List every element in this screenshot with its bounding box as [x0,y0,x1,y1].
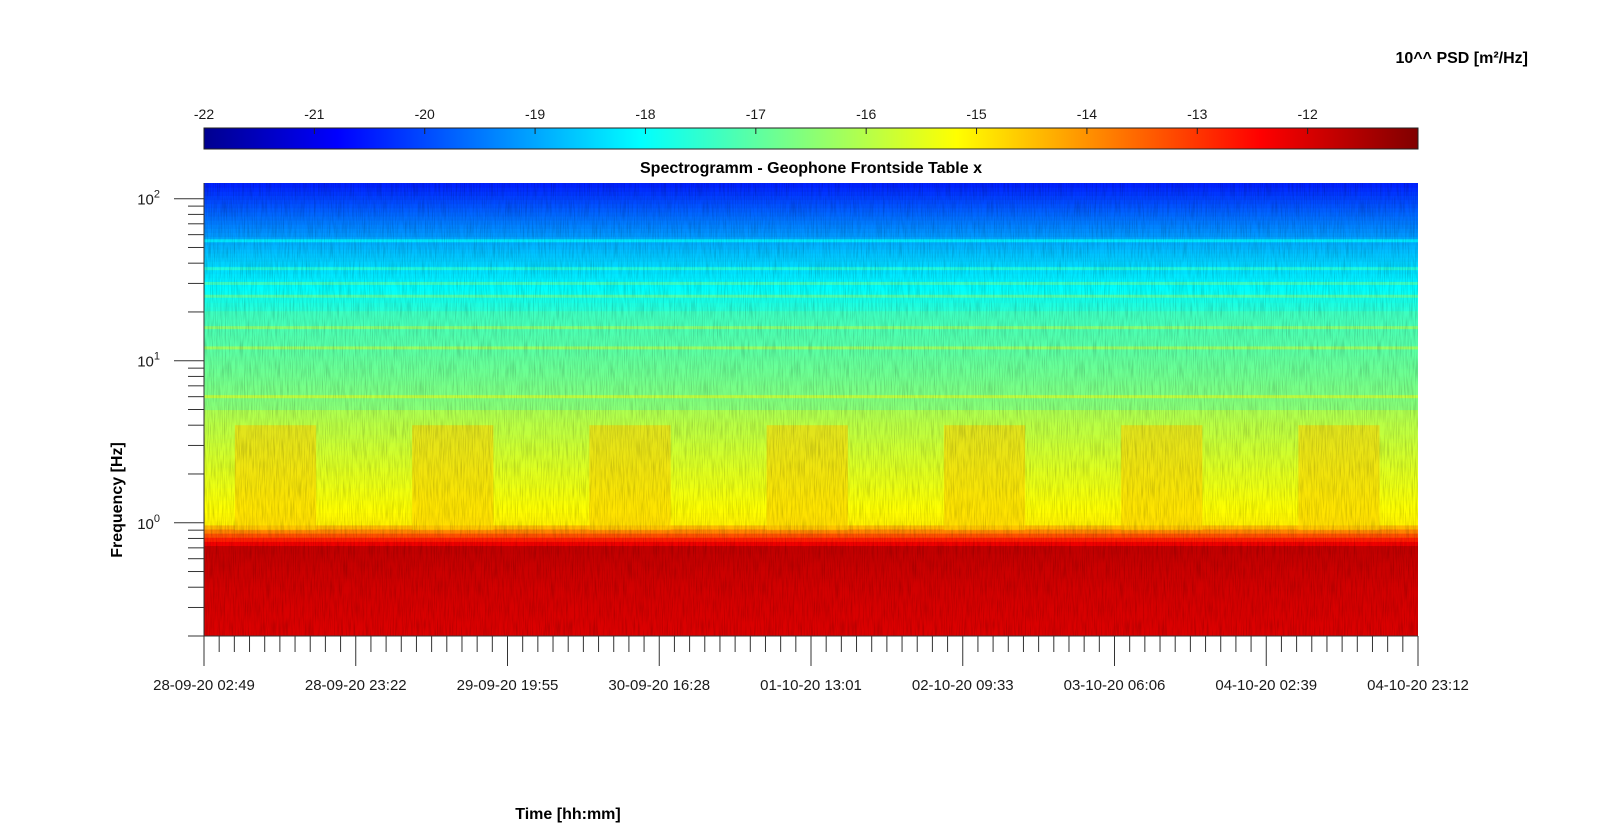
x-tick-label: 30-09-20 16:28 [608,677,710,694]
colorbar-tick-label: -19 [525,106,545,122]
y-axis: 102 101 100 [137,183,205,637]
y-tick-label: 100 [137,513,160,533]
x-axis: 28-09-20 02:49 28-09-20 23:22 29-09-20 19:… [153,635,1469,694]
x-tick-label: 01-10-20 13:01 [760,677,862,694]
y-tick-label: 102 [137,189,160,209]
colorbar-tick-label: -20 [415,106,435,122]
colorbar-tick-label: -14 [1077,106,1097,122]
chart-title: Spectrogramm - Geophone Frontside Table … [640,160,982,177]
colorbar-tick-label: -13 [1187,106,1207,122]
spectrogram-heatmap [204,183,1418,636]
colorbar-tick-label: -16 [856,106,876,122]
x-axis-label: Time [hh:mm] [515,806,620,823]
colorbar-tick-label: -21 [304,106,324,122]
colorbar-tick-label: -15 [966,106,986,122]
colorbar-label: 10^^ PSD [m²/Hz] [1396,50,1528,67]
x-tick-label: 28-09-20 23:22 [305,677,407,694]
x-tick-label: 04-10-20 23:12 [1367,677,1469,694]
x-tick-label: 04-10-20 02:39 [1215,677,1317,694]
colorbar-tick-label: -18 [635,106,655,122]
colorbar [203,127,1419,150]
x-tick-label: 02-10-20 09:33 [912,677,1014,694]
y-tick-label: 101 [137,351,160,371]
colorbar-tick-label: -17 [746,106,766,122]
x-tick-label: 28-09-20 02:49 [153,677,255,694]
x-tick-label: 03-10-20 06:06 [1064,677,1166,694]
x-tick-label: 29-09-20 19:55 [457,677,559,694]
colorbar-ticks: -22 -21 -20 -19 -18 -17 -16 -15 -14 -13 -12 [194,106,1318,134]
y-axis-label: Frequency [Hz] [109,442,126,558]
colorbar-tick-label: -12 [1298,106,1318,122]
colorbar-tick-label: -22 [194,106,214,122]
